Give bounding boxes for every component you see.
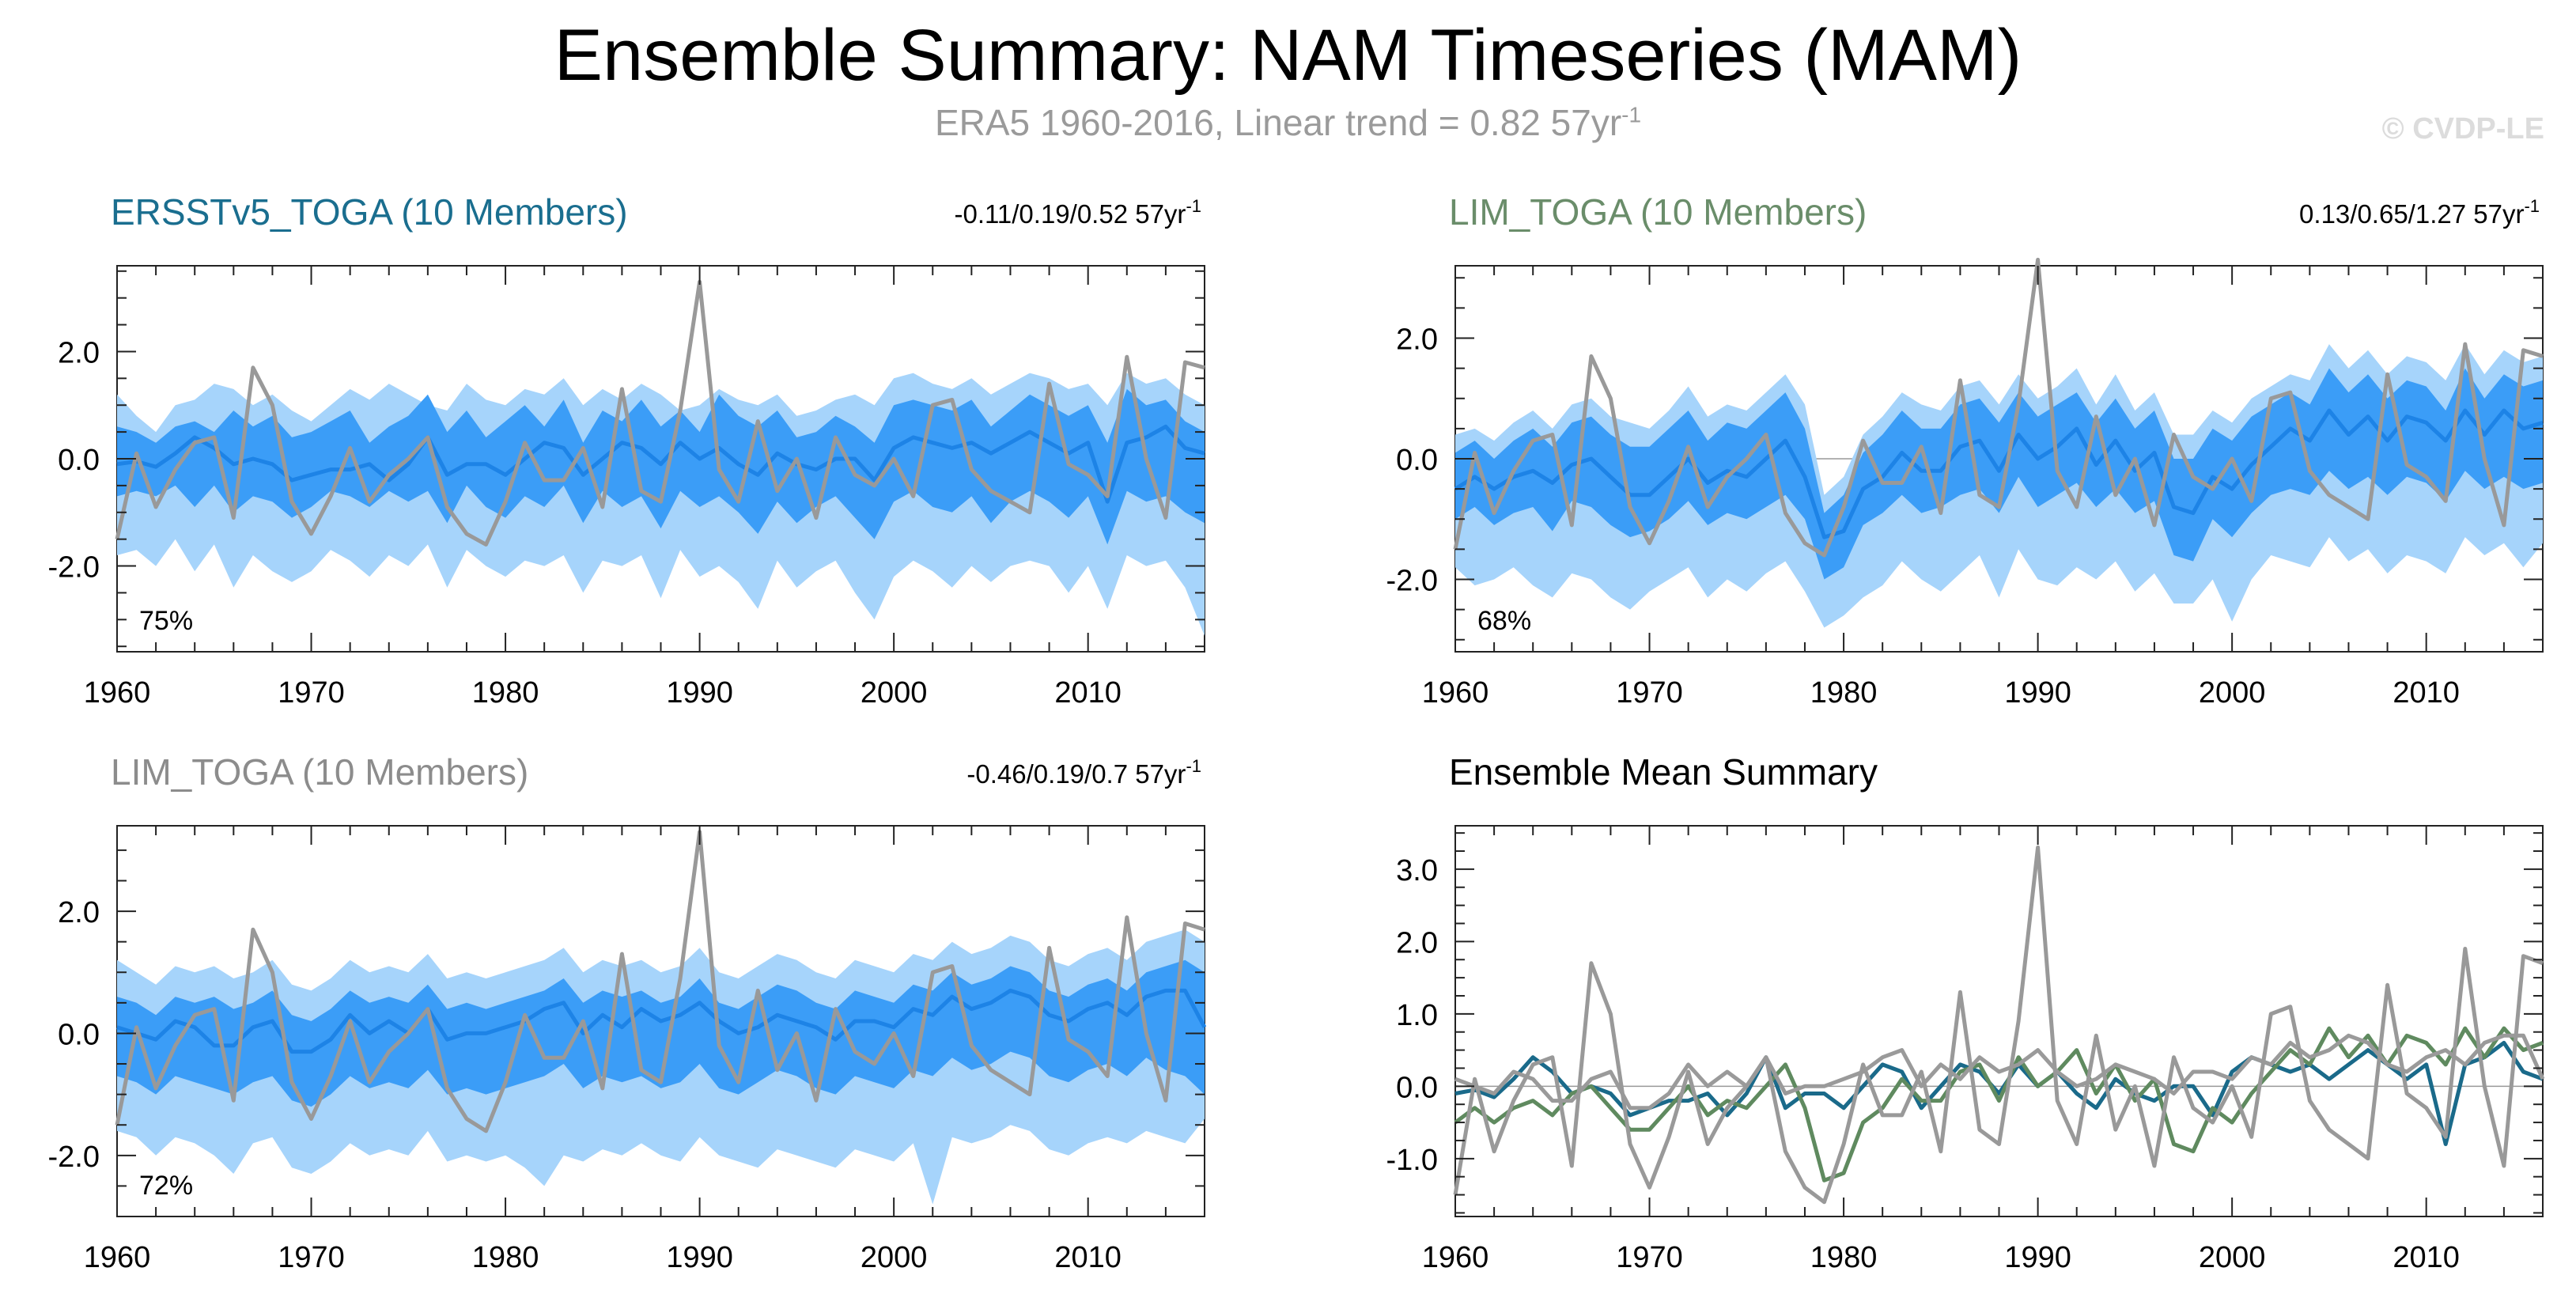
panel-top-left-title: ERSSTv5_TOGA (10 Members) [111, 191, 628, 233]
watermark: © CVDP-LE [2381, 112, 2544, 146]
panel-top-left-ytick-label: 2.0 [58, 336, 100, 369]
panel-top-left-trend-label: -0.11/0.19/0.52 57yr-1 [955, 196, 1202, 229]
panel-bottom-left-xtick-label: 1990 [666, 1241, 733, 1274]
panel-top-left-percent-label: 75% [139, 606, 193, 636]
panel-top-left-observed-line [115, 279, 1205, 547]
panel-top-left-ensemble-mean-line [116, 424, 1205, 504]
panel-bottom-right-ytick-label: 1.0 [1396, 999, 1438, 1032]
panel-top-right-xtick-label: 2000 [2199, 676, 2266, 709]
panel-bottom-right-xtick-label: 2000 [2199, 1241, 2266, 1274]
panel-top-right-ensemble-mean-line [1454, 408, 2544, 539]
panel-bottom-left-ytick-label: 0.0 [58, 1018, 100, 1051]
panel-top-left-xtick-label: 1980 [472, 676, 539, 709]
panel-bottom-right-ytick-label: 3.0 [1396, 854, 1438, 887]
panel-bottom-left-observed-line [115, 830, 1205, 1133]
panel-top-right-xtick-label: 1980 [1810, 676, 1878, 709]
panel-bottom-left-xtick-label: 1960 [84, 1241, 151, 1274]
subtitle-text: ERA5 1960-2016, Linear trend = 0.82 57yr [934, 102, 1622, 143]
panel-bottom-right-frame [1454, 825, 2544, 1217]
panel-bottom-left-ytick-label: -2.0 [48, 1141, 100, 1174]
figure-subtitle: ERA5 1960-2016, Linear trend = 0.82 57yr… [0, 101, 2576, 144]
panel-top-right-ytick-label: 0.0 [1396, 444, 1438, 477]
panel-top-right-title: LIM_TOGA (10 Members) [1449, 191, 1867, 233]
panel-bottom-left-percent-label: 72% [139, 1171, 193, 1201]
figure-title: Ensemble Summary: NAM Timeseries (MAM) [554, 15, 2022, 96]
panel-bottom-right-xtick-label: 1990 [2004, 1241, 2071, 1274]
panel-bottom-right-series-1 [1454, 1026, 2544, 1182]
panel-bottom-right-series-2 [1454, 1033, 2545, 1111]
panel-bottom-right-ytick-label: 0.0 [1396, 1071, 1438, 1104]
panel-top-left-ytick-label: -2.0 [48, 551, 100, 585]
panel-bottom-right-xtick-label: 1960 [1422, 1241, 1489, 1274]
panel-top-right-ytick-label: 2.0 [1396, 324, 1438, 357]
panel-bottom-right-ytick-label: -1.0 [1386, 1144, 1438, 1177]
panel-bottom-left-inner-band [117, 959, 1205, 1107]
panel-top-left-inner-band [117, 388, 1205, 545]
panel-top-left-xtick-label: 1960 [84, 676, 151, 709]
panel-top-right-trend-label: 0.13/0.65/1.27 57yr-1 [2299, 196, 2540, 229]
panel-top-right-xtick-label: 1990 [2004, 676, 2071, 709]
panel-bottom-right-series-0 [1454, 1040, 2544, 1146]
panel-bottom-right-xtick-label: 1970 [1616, 1241, 1683, 1274]
panel-top-right-xtick-label: 2010 [2393, 676, 2460, 709]
panel-top-left-xtick-label: 2000 [861, 676, 928, 709]
subtitle-sup: -1 [1621, 102, 1642, 127]
panel-top-right-inner-band [1455, 368, 2543, 580]
panel-bottom-left-trend-label: -0.46/0.19/0.7 57yr-1 [966, 756, 1201, 789]
panel-bottom-left-xtick-label: 1970 [278, 1241, 345, 1274]
panel-bottom-left-xtick-label: 2010 [1054, 1241, 1122, 1274]
panel-bottom-right-series-3 [1453, 845, 2544, 1205]
panel-bottom-left-ytick-label: 2.0 [58, 896, 100, 929]
panel-top-left-xtick-label: 1970 [278, 676, 345, 709]
panel-top-right-percent-label: 68% [1477, 606, 1531, 636]
panel-top-left-xtick-label: 2010 [1054, 676, 1122, 709]
panel-bottom-left-xtick-label: 1980 [472, 1241, 539, 1274]
panel-top-right-ytick-label: -2.0 [1386, 565, 1438, 598]
panel-top-left-xtick-label: 1990 [666, 676, 733, 709]
panel-top-right-observed-line [1453, 257, 2544, 558]
panel-top-left-ytick-label: 0.0 [58, 444, 100, 477]
panel-bottom-right-title: Ensemble Mean Summary [1449, 751, 1878, 793]
panel-bottom-right-ytick-label: 2.0 [1396, 926, 1438, 959]
panel-bottom-right-xtick-label: 2010 [2393, 1241, 2460, 1274]
panel-bottom-left-xtick-label: 2000 [861, 1241, 928, 1274]
panel-bottom-left-title: LIM_TOGA (10 Members) [111, 751, 528, 793]
panel-bottom-right-xtick-label: 1980 [1810, 1241, 1878, 1274]
panel-bottom-left-ensemble-mean-line [116, 988, 1207, 1054]
panel-top-right-xtick-label: 1970 [1616, 676, 1683, 709]
panel-top-right-xtick-label: 1960 [1422, 676, 1489, 709]
